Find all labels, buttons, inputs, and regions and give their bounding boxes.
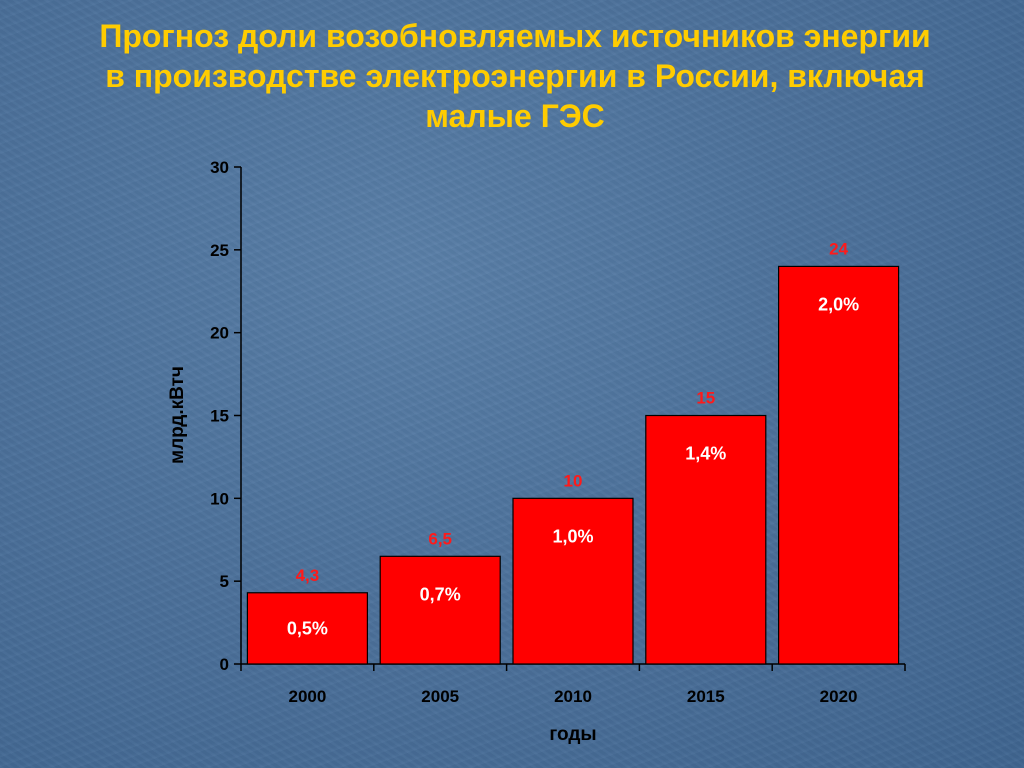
bar-value-label: 15 <box>696 389 715 408</box>
y-tick-label: 5 <box>220 572 229 591</box>
bar-value-label: 6,5 <box>428 529 452 548</box>
bar-share-label: 1,4% <box>685 444 726 464</box>
bar-share-label: 2,0% <box>818 294 859 314</box>
slide-title: Прогноз доли возобновляемых источников э… <box>99 18 931 134</box>
bar <box>777 265 900 665</box>
x-tick-label: 2010 <box>554 687 592 706</box>
y-tick-label: 20 <box>210 324 229 343</box>
x-tick-label: 2005 <box>421 687 459 706</box>
bar-value-label: 10 <box>564 471 583 490</box>
x-axis: 2000 2005 2010 2015 2020 <box>240 663 906 706</box>
bar-value-label: 4,3 <box>296 566 320 585</box>
bars <box>246 265 900 665</box>
bar-share-label: 1,0% <box>552 526 593 546</box>
x-tick-label: 2015 <box>687 687 725 706</box>
bar-share-label: 0,5% <box>287 618 328 638</box>
y-tick-label: 25 <box>210 241 229 260</box>
y-axis-title: млрд.кВтч <box>167 366 188 464</box>
x-axis-title: годы <box>549 724 596 745</box>
bar-value-label: 24 <box>829 239 848 258</box>
x-tick-label: 2000 <box>288 687 326 706</box>
bar <box>379 555 501 665</box>
y-tick-label: 15 <box>210 407 229 426</box>
bar <box>246 592 368 665</box>
data-labels: 4,3 0,5% 6,5 0,7% 10 1,0% 15 1,4% 24 2,0% <box>287 239 859 638</box>
y-axis: 0 5 10 15 20 25 30 <box>210 158 242 674</box>
y-tick-label: 10 <box>210 489 229 508</box>
x-tick-label: 2020 <box>820 687 858 706</box>
bar-share-label: 0,7% <box>420 584 461 604</box>
y-tick-label: 0 <box>220 655 229 674</box>
bar <box>645 414 767 665</box>
y-tick-label: 30 <box>210 158 229 177</box>
bar <box>512 497 634 665</box>
